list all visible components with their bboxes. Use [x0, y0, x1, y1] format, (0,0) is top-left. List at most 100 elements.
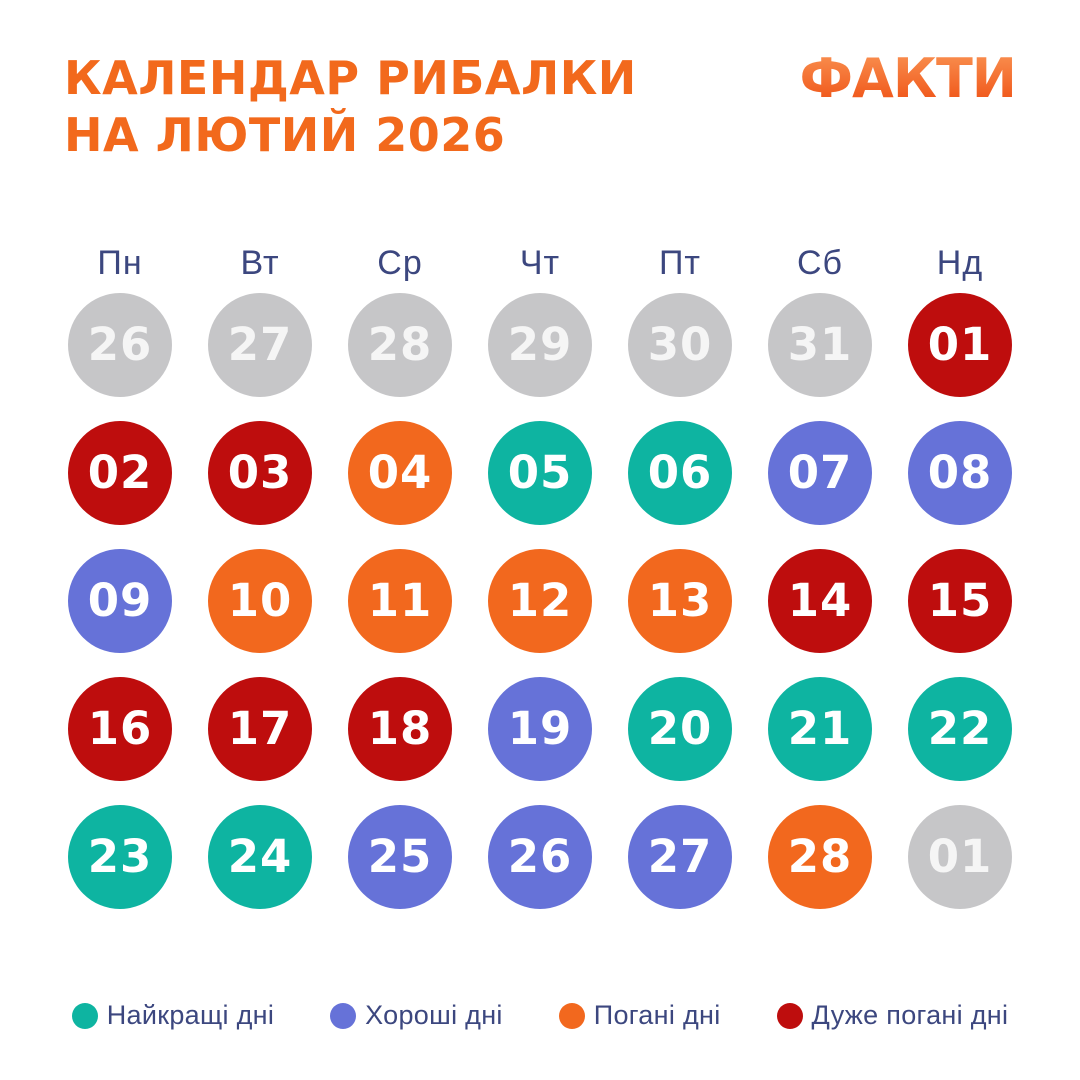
fakty-logo: ФАКТИ	[799, 47, 1017, 110]
day-circle-other_month: 28	[348, 293, 452, 397]
day-number: 13	[647, 573, 713, 627]
day-cell: 26	[50, 293, 190, 421]
weekday-header-Ср: Ср	[377, 244, 423, 282]
day-cell: 25	[330, 805, 470, 933]
day-circle-good: 08	[908, 421, 1012, 525]
day-cell: 08	[890, 421, 1030, 549]
calendar-grid: Пн Вт Ср Чт Пт Сб Нд 26 27 28 29 30 31 01 02 03 04 05 06 07…	[50, 243, 1030, 933]
day-circle-best: 21	[768, 677, 872, 781]
day-circle-bad: 11	[348, 549, 452, 653]
day-number: 26	[507, 829, 573, 883]
day-circle-other_month: 29	[488, 293, 592, 397]
day-circle-good: 26	[488, 805, 592, 909]
day-number: 20	[647, 701, 713, 755]
day-circle-bad: 04	[348, 421, 452, 525]
day-number: 14	[787, 573, 853, 627]
weekday-header-Пн: Пн	[97, 244, 143, 282]
title-line-1: КАЛЕНДАР РИБАЛКИ	[64, 51, 637, 105]
day-cell: 14	[750, 549, 890, 677]
day-cell: 12	[470, 549, 610, 677]
day-circle-bad: 13	[628, 549, 732, 653]
day-circle-good: 19	[488, 677, 592, 781]
legend-item-good: Хороші дні	[330, 1000, 503, 1031]
page-title: КАЛЕНДАР РИБАЛКИ НА ЛЮТИЙ 2026	[64, 50, 637, 164]
day-number: 19	[507, 701, 573, 755]
day-cell: 06	[610, 421, 750, 549]
day-number: 01	[927, 829, 993, 883]
day-circle-best: 20	[628, 677, 732, 781]
day-number: 05	[507, 445, 573, 499]
weekday-header-Сб: Сб	[796, 244, 844, 282]
legend: Найкращі дні Хороші дні Погані дні Дуже пог…	[0, 1000, 1080, 1031]
day-number: 21	[787, 701, 853, 755]
day-cell: 19	[470, 677, 610, 805]
day-circle-bad: 28	[768, 805, 872, 909]
day-number: 22	[927, 701, 993, 755]
day-circle-best: 05	[488, 421, 592, 525]
day-cell: 01	[890, 805, 1030, 933]
day-circle-best: 22	[908, 677, 1012, 781]
day-circle-very_bad: 18	[348, 677, 452, 781]
day-number: 31	[787, 317, 853, 371]
day-circle-bad: 10	[208, 549, 312, 653]
day-number: 16	[87, 701, 153, 755]
legend-item-bad: Погані дні	[558, 1000, 721, 1031]
day-cell: 02	[50, 421, 190, 549]
day-cell: 05	[470, 421, 610, 549]
day-circle-very_bad: 15	[908, 549, 1012, 653]
day-circle-bad: 12	[488, 549, 592, 653]
day-circle-good: 09	[68, 549, 172, 653]
legend-item-best: Найкращі дні	[71, 1000, 274, 1031]
day-cell: 13	[610, 549, 750, 677]
day-cell: 27	[190, 293, 330, 421]
day-circle-very_bad: 17	[208, 677, 312, 781]
day-number: 06	[647, 445, 713, 499]
day-number: 12	[507, 573, 573, 627]
day-cell: 09	[50, 549, 190, 677]
legend-dot-very_bad	[776, 1002, 803, 1029]
day-cell: 15	[890, 549, 1030, 677]
day-number: 23	[87, 829, 153, 883]
day-cell: 18	[330, 677, 470, 805]
day-cell: 04	[330, 421, 470, 549]
day-circle-best: 23	[68, 805, 172, 909]
day-cell: 24	[190, 805, 330, 933]
day-number: 30	[647, 317, 713, 371]
day-cell: 10	[190, 549, 330, 677]
legend-label: Хороші дні	[365, 1000, 503, 1030]
day-circle-good: 07	[768, 421, 872, 525]
day-number: 10	[227, 573, 293, 627]
day-cell: 23	[50, 805, 190, 933]
day-number: 09	[87, 573, 153, 627]
day-circle-best: 24	[208, 805, 312, 909]
day-cell: 28	[330, 293, 470, 421]
weekday-header-Вт: Вт	[240, 244, 280, 282]
day-cell: 11	[330, 549, 470, 677]
day-circle-other_month: 01	[908, 805, 1012, 909]
day-cell: 07	[750, 421, 890, 549]
day-cell: 30	[610, 293, 750, 421]
day-number: 07	[787, 445, 853, 499]
legend-item-very_bad: Дуже погані дні	[776, 1000, 1009, 1031]
day-circle-good: 25	[348, 805, 452, 909]
day-circle-other_month: 30	[628, 293, 732, 397]
day-number: 25	[367, 829, 433, 883]
day-cell: 16	[50, 677, 190, 805]
day-number: 04	[367, 445, 433, 499]
day-cell: 26	[470, 805, 610, 933]
day-number: 29	[507, 317, 573, 371]
day-cell: 28	[750, 805, 890, 933]
day-number: 01	[927, 317, 993, 371]
day-cell: 20	[610, 677, 750, 805]
day-number: 11	[367, 573, 433, 627]
day-cell: 22	[890, 677, 1030, 805]
day-cell: 01	[890, 293, 1030, 421]
day-cell: 31	[750, 293, 890, 421]
day-circle-good: 27	[628, 805, 732, 909]
day-number: 18	[367, 701, 433, 755]
day-cell: 17	[190, 677, 330, 805]
legend-dot-bad	[558, 1002, 585, 1029]
day-number: 17	[227, 701, 293, 755]
day-number: 27	[227, 317, 293, 371]
day-circle-very_bad: 02	[68, 421, 172, 525]
